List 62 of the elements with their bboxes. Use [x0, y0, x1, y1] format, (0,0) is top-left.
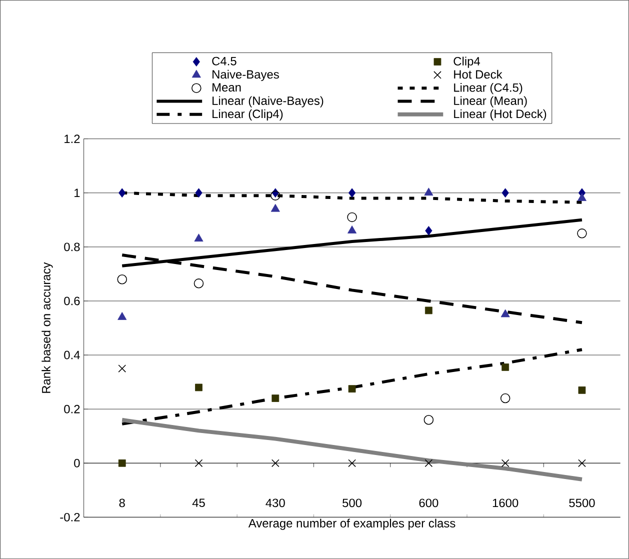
point	[578, 386, 586, 394]
point	[424, 415, 434, 425]
y-tick-label: 0.2	[64, 404, 80, 414]
point	[272, 394, 280, 402]
legend-label: Naive-Bayes	[212, 70, 279, 82]
point	[118, 188, 126, 198]
x-tick-label: 600	[419, 498, 438, 508]
legend-label: Mean	[212, 83, 241, 92]
point	[501, 459, 510, 468]
point	[270, 204, 280, 212]
x-tick-label: 1600	[492, 498, 518, 508]
point	[577, 193, 586, 202]
legend-label: Linear (Clip4)	[212, 109, 283, 121]
point	[271, 459, 280, 468]
point	[500, 393, 510, 404]
point	[424, 306, 432, 314]
y-tick-label: 0.6	[64, 296, 80, 306]
legend-label: C4.5	[212, 56, 236, 66]
point	[578, 459, 586, 468]
point	[118, 364, 126, 372]
point	[577, 228, 587, 238]
line-series	[120, 348, 584, 426]
point	[195, 188, 202, 198]
legend-label: Clip4	[454, 56, 480, 68]
legend-label: Hot Deck	[454, 70, 502, 79]
point	[424, 459, 433, 468]
point	[118, 459, 126, 467]
y-axis-title: Rank based on accuracy	[42, 262, 53, 393]
y-tick-label: 1	[74, 188, 80, 198]
x-tick-label: 8	[119, 498, 125, 508]
line-series	[120, 418, 584, 482]
point	[118, 312, 127, 320]
point	[502, 188, 509, 198]
point	[194, 459, 203, 468]
point	[270, 190, 280, 200]
x-tick-label: 45	[192, 498, 205, 508]
legend-label: Linear (C4.5)	[454, 83, 522, 94]
point	[425, 226, 432, 236]
y-tick-label: -0.2	[60, 512, 80, 522]
point	[347, 212, 357, 222]
point	[348, 459, 356, 468]
x-tick-label: 5500	[569, 498, 595, 508]
y-tick-label: 0.4	[64, 350, 80, 360]
point	[194, 278, 204, 288]
point	[500, 309, 510, 318]
y-tick-label: 1.2	[64, 134, 80, 144]
point	[348, 188, 356, 198]
legend-label: Linear (Naive-Bayes)	[212, 96, 324, 108]
point	[194, 234, 204, 242]
point	[195, 384, 202, 392]
legend-label: Linear (Mean)	[454, 96, 527, 108]
y-tick-label: 0	[74, 458, 80, 468]
point	[502, 364, 510, 371]
point	[424, 188, 434, 196]
point	[348, 385, 356, 393]
x-axis-title: Average number of examples per class	[248, 518, 456, 530]
x-tick-label: 500	[342, 498, 362, 508]
legend-label: Linear (Hot Deck)	[454, 109, 546, 121]
y-tick-label: 0.8	[64, 242, 80, 252]
point	[117, 274, 127, 284]
point	[348, 226, 357, 234]
x-tick-label: 430	[266, 498, 285, 508]
